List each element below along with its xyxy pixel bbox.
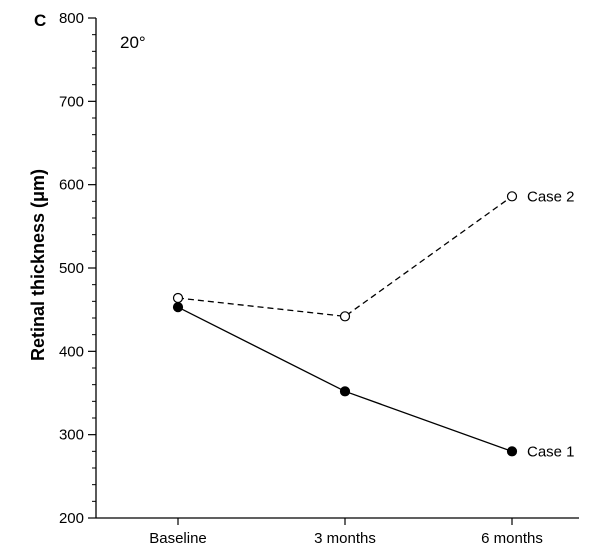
- y-minor-ticks: [92, 34, 96, 502]
- angle-annotation: 20°: [120, 33, 146, 52]
- series-line-2: [177, 195, 513, 318]
- series-line-1: [177, 306, 513, 452]
- series-labels: Case 1 Case 2: [527, 188, 575, 460]
- y-tick-label: 300: [59, 427, 84, 444]
- y-major-ticks: 200 300 400 500 600 700 800: [59, 10, 96, 527]
- panel-label: C: [34, 11, 46, 30]
- series-label: Case 1: [527, 443, 575, 460]
- data-point: [506, 446, 518, 457]
- y-tick-label: 200: [59, 510, 84, 527]
- data-point: [339, 311, 351, 322]
- x-tick-label: Baseline: [149, 530, 207, 547]
- series-lines: [177, 195, 513, 452]
- data-point: [339, 386, 351, 397]
- data-point: [172, 302, 184, 313]
- x-tick-label: 6 months: [481, 530, 543, 547]
- x-ticks: Baseline 3 months 6 months: [149, 518, 543, 547]
- y-axis-label-group: Retinal thickness (μm): [28, 169, 48, 361]
- data-point: [172, 292, 184, 304]
- y-tick-label: 500: [59, 260, 84, 277]
- y-axis-label: Retinal thickness (μm): [28, 169, 48, 361]
- x-tick-label: 3 months: [314, 530, 376, 547]
- y-tick-label: 600: [59, 177, 84, 194]
- y-tick-label: 800: [59, 10, 84, 27]
- series-points: [172, 191, 518, 457]
- data-point: [506, 191, 518, 202]
- y-tick-label: 400: [59, 343, 84, 360]
- series-label: Case 2: [527, 188, 575, 205]
- y-tick-label: 700: [59, 93, 84, 110]
